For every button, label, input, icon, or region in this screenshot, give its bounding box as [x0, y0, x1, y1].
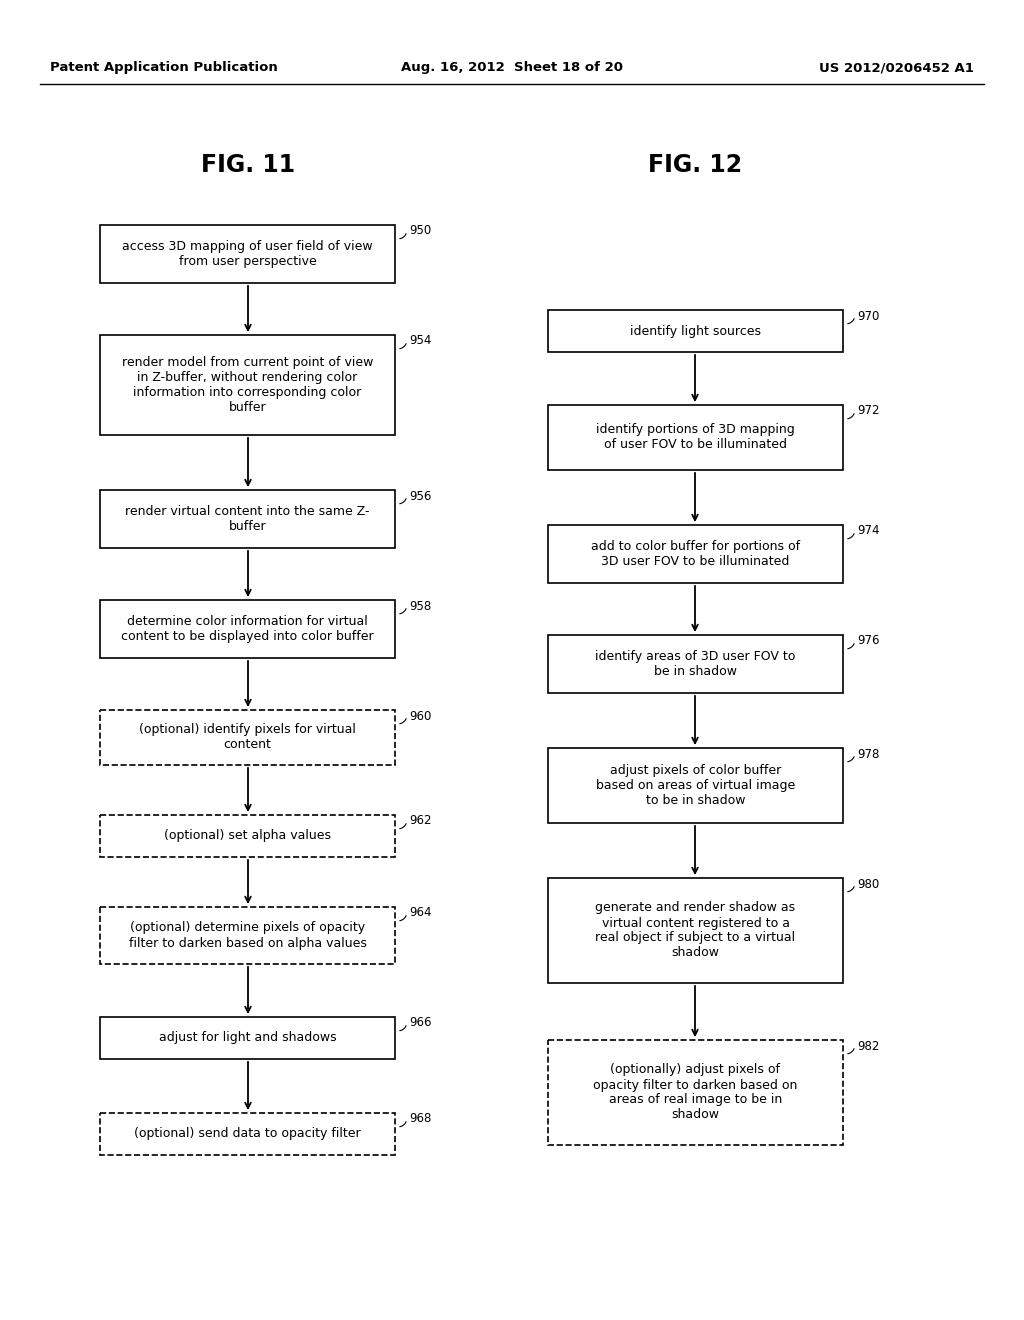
- Text: (optional) identify pixels for virtual
content: (optional) identify pixels for virtual c…: [139, 723, 356, 751]
- Bar: [548, 635, 843, 693]
- Text: render model from current point of view
in Z-buffer, without rendering color
inf: render model from current point of view …: [122, 356, 373, 414]
- Text: 970: 970: [857, 309, 880, 322]
- Text: Patent Application Publication: Patent Application Publication: [50, 62, 278, 74]
- Text: 978: 978: [857, 747, 880, 760]
- Text: 964: 964: [409, 907, 431, 920]
- Text: 958: 958: [409, 599, 431, 612]
- Bar: [548, 525, 843, 583]
- Text: 980: 980: [857, 878, 880, 891]
- Text: 950: 950: [409, 224, 431, 238]
- Bar: [100, 814, 395, 857]
- Text: 972: 972: [857, 404, 880, 417]
- Bar: [100, 224, 395, 282]
- Text: 982: 982: [857, 1040, 880, 1052]
- Text: adjust for light and shadows: adjust for light and shadows: [159, 1031, 336, 1044]
- Bar: [548, 878, 843, 983]
- Bar: [548, 405, 843, 470]
- Text: render virtual content into the same Z-
buffer: render virtual content into the same Z- …: [125, 506, 370, 533]
- Text: (optional) set alpha values: (optional) set alpha values: [164, 829, 331, 842]
- Text: identify light sources: identify light sources: [630, 325, 761, 338]
- Text: 966: 966: [409, 1016, 431, 1030]
- Bar: [100, 335, 395, 436]
- Text: identify areas of 3D user FOV to
be in shadow: identify areas of 3D user FOV to be in s…: [595, 649, 796, 678]
- Bar: [100, 1113, 395, 1155]
- Text: add to color buffer for portions of
3D user FOV to be illuminated: add to color buffer for portions of 3D u…: [591, 540, 800, 568]
- Bar: [100, 1016, 395, 1059]
- Text: identify portions of 3D mapping
of user FOV to be illuminated: identify portions of 3D mapping of user …: [596, 424, 795, 451]
- Text: Aug. 16, 2012  Sheet 18 of 20: Aug. 16, 2012 Sheet 18 of 20: [401, 62, 623, 74]
- Text: 956: 956: [409, 490, 431, 503]
- Text: FIG. 12: FIG. 12: [648, 153, 742, 177]
- Text: determine color information for virtual
content to be displayed into color buffe: determine color information for virtual …: [121, 615, 374, 643]
- Text: (optionally) adjust pixels of
opacity filter to darken based on
areas of real im: (optionally) adjust pixels of opacity fi…: [593, 1064, 798, 1122]
- Bar: [548, 748, 843, 822]
- Text: access 3D mapping of user field of view
from user perspective: access 3D mapping of user field of view …: [122, 240, 373, 268]
- Text: US 2012/0206452 A1: US 2012/0206452 A1: [819, 62, 974, 74]
- Text: (optional) determine pixels of opacity
filter to darken based on alpha values: (optional) determine pixels of opacity f…: [129, 921, 367, 949]
- Text: (optional) send data to opacity filter: (optional) send data to opacity filter: [134, 1127, 360, 1140]
- Bar: [100, 710, 395, 766]
- Text: 974: 974: [857, 524, 880, 537]
- Text: FIG. 11: FIG. 11: [201, 153, 295, 177]
- Bar: [548, 1040, 843, 1144]
- Text: 968: 968: [409, 1113, 431, 1126]
- Text: 976: 976: [857, 635, 880, 648]
- Text: 960: 960: [409, 710, 431, 722]
- Bar: [548, 310, 843, 352]
- Bar: [100, 907, 395, 964]
- Bar: [100, 601, 395, 657]
- Text: generate and render shadow as
virtual content registered to a
real object if sub: generate and render shadow as virtual co…: [595, 902, 796, 960]
- Text: 954: 954: [409, 334, 431, 347]
- Text: 962: 962: [409, 814, 431, 828]
- Bar: [100, 490, 395, 548]
- Text: adjust pixels of color buffer
based on areas of virtual image
to be in shadow: adjust pixels of color buffer based on a…: [596, 764, 795, 807]
